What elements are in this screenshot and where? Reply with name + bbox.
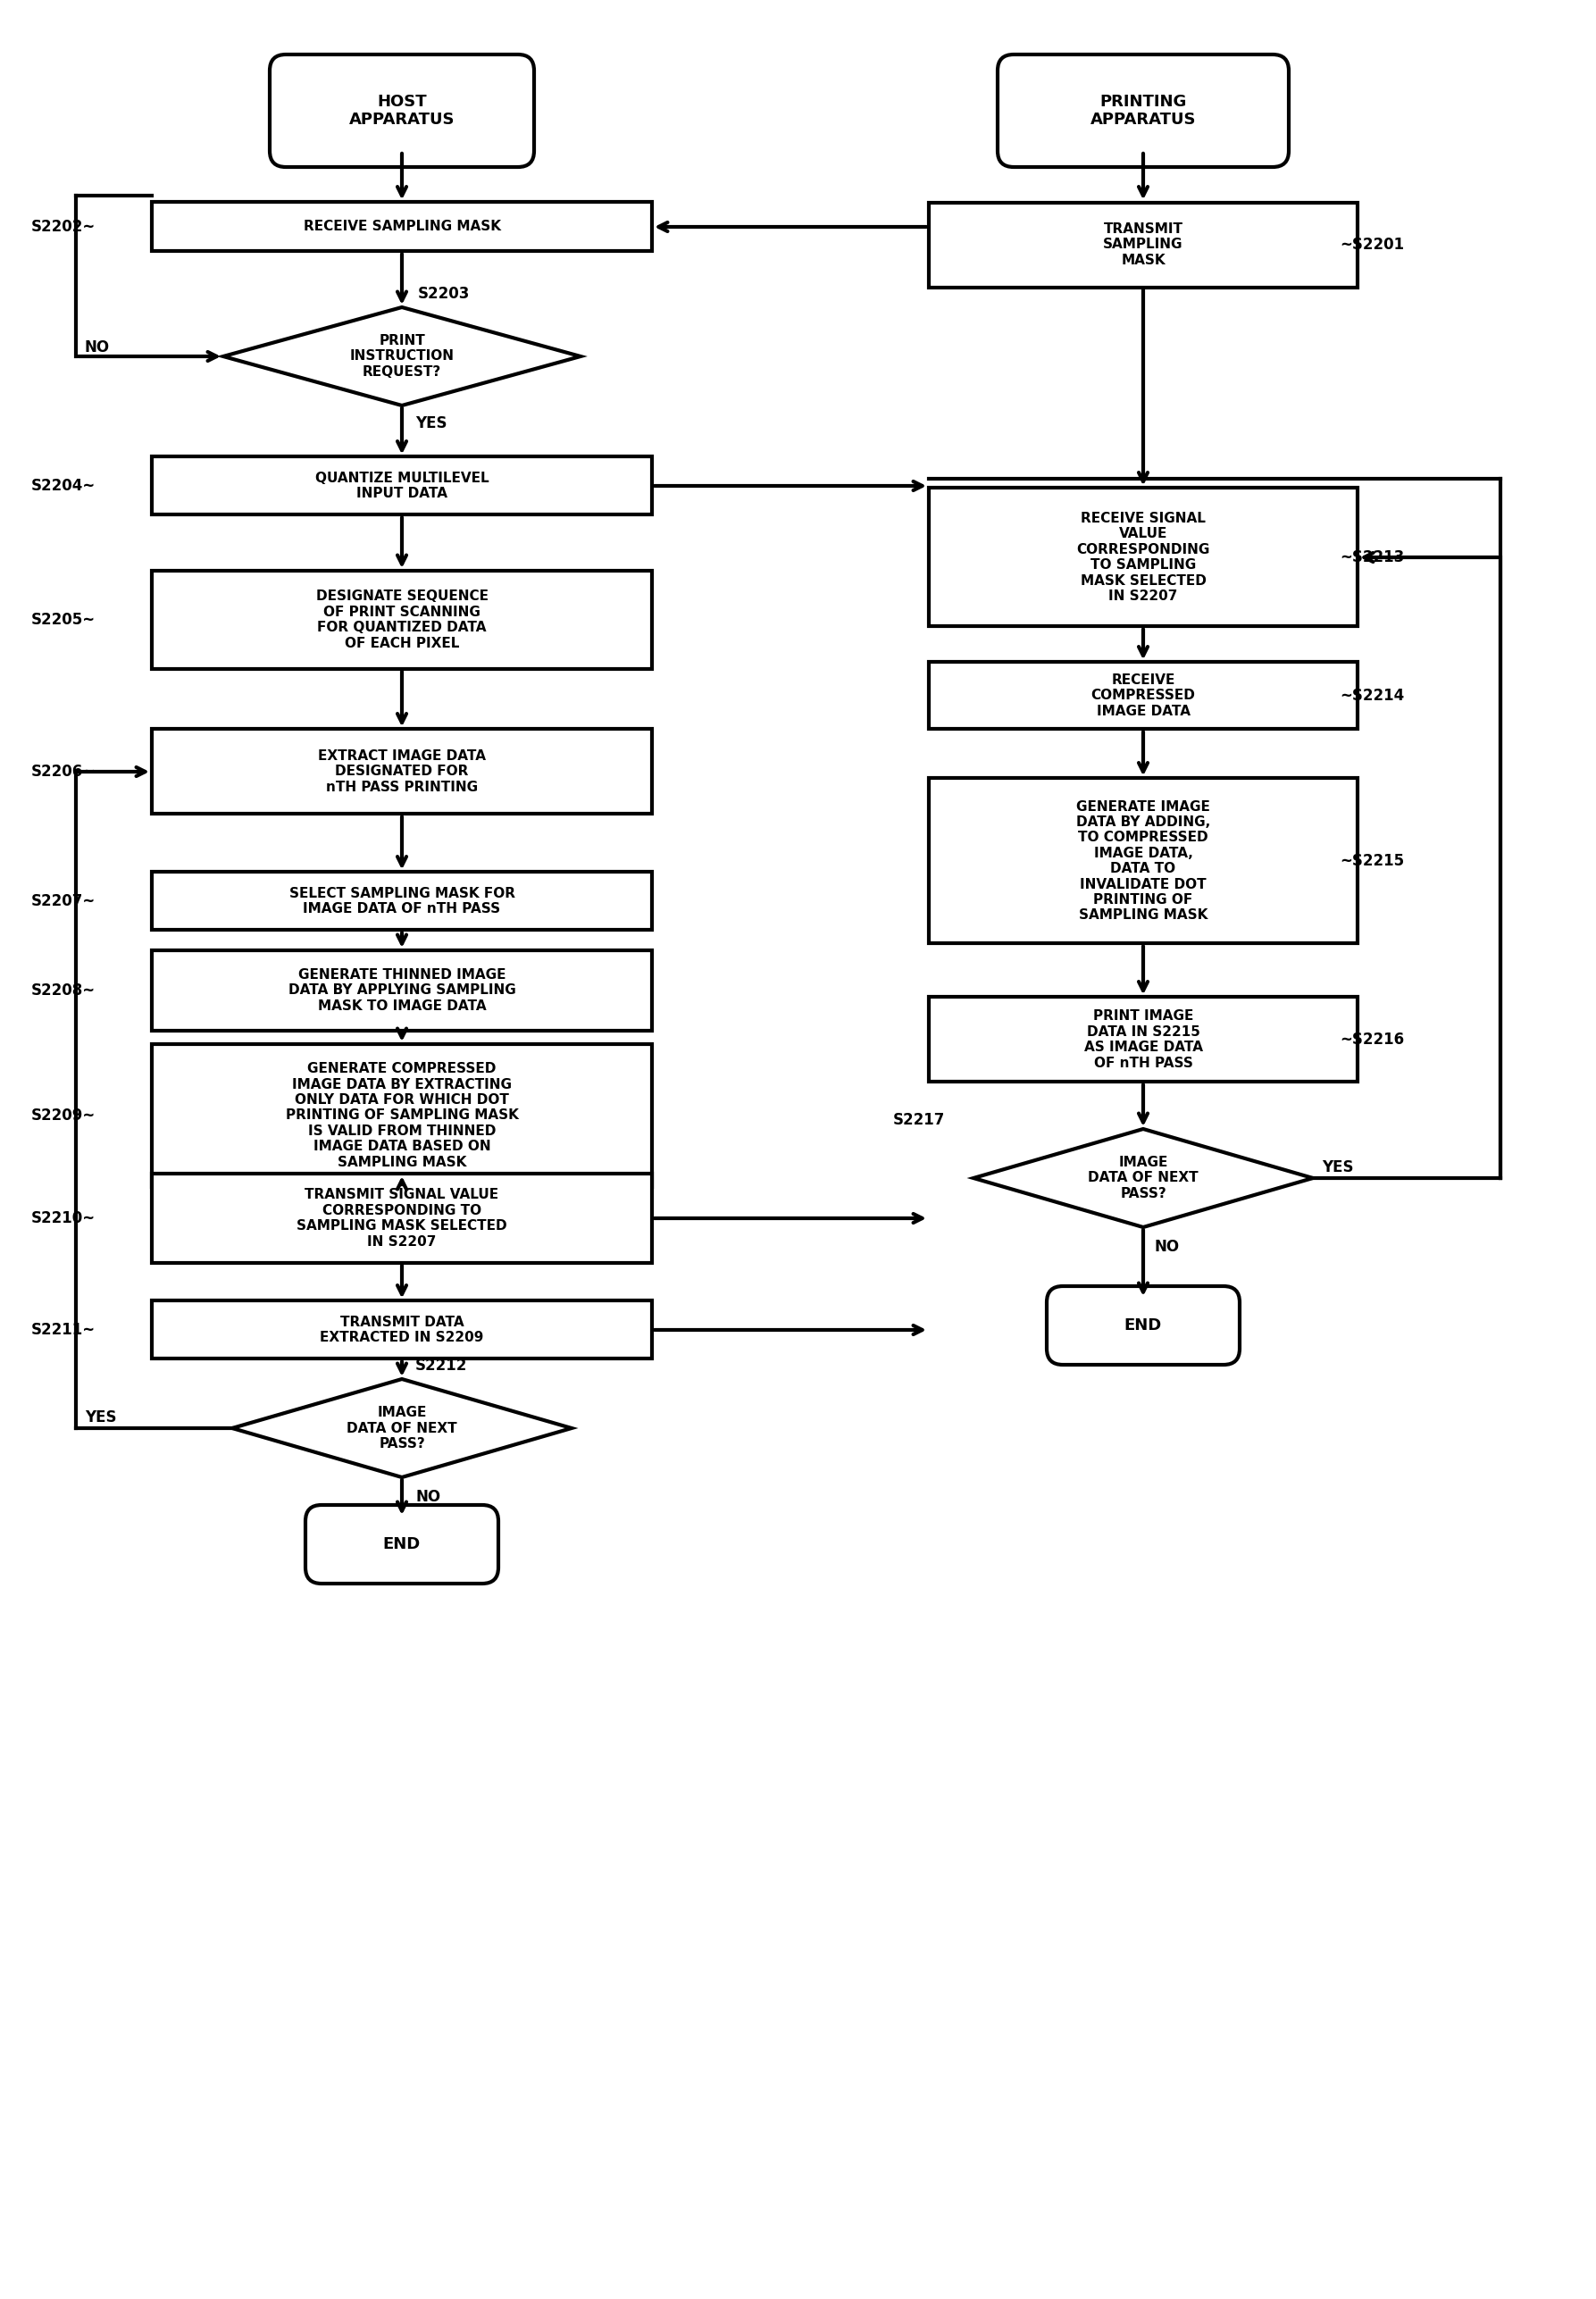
Text: ~S2214: ~S2214 [1339, 687, 1404, 703]
Text: S2217: S2217 [894, 1113, 945, 1129]
FancyBboxPatch shape [152, 949, 653, 1030]
Text: GENERATE THINNED IMAGE
DATA BY APPLYING SAMPLING
MASK TO IMAGE DATA: GENERATE THINNED IMAGE DATA BY APPLYING … [289, 968, 516, 1014]
Text: S2205~: S2205~ [32, 612, 96, 628]
Text: PRINT
INSTRUCTION
REQUEST?: PRINT INSTRUCTION REQUEST? [350, 333, 455, 379]
Text: ~S2213: ~S2213 [1339, 549, 1404, 566]
Text: YES: YES [85, 1409, 117, 1425]
Text: DESIGNATE SEQUENCE
OF PRINT SCANNING
FOR QUANTIZED DATA
OF EACH PIXEL: DESIGNATE SEQUENCE OF PRINT SCANNING FOR… [316, 591, 488, 651]
Polygon shape [223, 308, 581, 405]
FancyBboxPatch shape [305, 1506, 498, 1584]
Text: NO: NO [415, 1490, 440, 1506]
Text: GENERATE IMAGE
DATA BY ADDING,
TO COMPRESSED
IMAGE DATA,
DATA TO
INVALIDATE DOT
: GENERATE IMAGE DATA BY ADDING, TO COMPRE… [1076, 800, 1210, 922]
Text: NO: NO [85, 340, 110, 356]
FancyBboxPatch shape [929, 487, 1358, 628]
Text: NO: NO [1154, 1239, 1179, 1255]
Text: TRANSMIT
SAMPLING
MASK: TRANSMIT SAMPLING MASK [1103, 223, 1183, 267]
Text: RECEIVE
COMPRESSED
IMAGE DATA: RECEIVE COMPRESSED IMAGE DATA [1092, 674, 1195, 717]
Text: S2204~: S2204~ [32, 478, 96, 494]
FancyBboxPatch shape [270, 55, 535, 168]
Text: PRINTING
APPARATUS: PRINTING APPARATUS [1090, 94, 1195, 129]
FancyBboxPatch shape [152, 1044, 653, 1186]
Text: S2212: S2212 [415, 1359, 468, 1375]
Text: RECEIVE SIGNAL
VALUE
CORRESPONDING
TO SAMPLING
MASK SELECTED
IN S2207: RECEIVE SIGNAL VALUE CORRESPONDING TO SA… [1076, 513, 1210, 602]
Text: QUANTIZE MULTILEVEL
INPUT DATA: QUANTIZE MULTILEVEL INPUT DATA [314, 471, 488, 501]
Text: S2207~: S2207~ [32, 894, 96, 908]
FancyBboxPatch shape [929, 662, 1358, 729]
Polygon shape [974, 1129, 1314, 1228]
FancyBboxPatch shape [929, 998, 1358, 1083]
Text: END: END [383, 1536, 421, 1552]
Text: S2202~: S2202~ [32, 218, 96, 234]
FancyBboxPatch shape [998, 55, 1288, 168]
FancyBboxPatch shape [152, 1301, 653, 1359]
Text: S2206~: S2206~ [32, 763, 96, 779]
Text: IMAGE
DATA OF NEXT
PASS?: IMAGE DATA OF NEXT PASS? [1088, 1156, 1199, 1200]
Text: SELECT SAMPLING MASK FOR
IMAGE DATA OF nTH PASS: SELECT SAMPLING MASK FOR IMAGE DATA OF n… [289, 887, 516, 915]
FancyBboxPatch shape [929, 202, 1358, 287]
Text: S2208~: S2208~ [32, 982, 96, 998]
Text: YES: YES [415, 416, 447, 432]
Text: S2209~: S2209~ [32, 1108, 96, 1124]
FancyBboxPatch shape [929, 779, 1358, 943]
FancyBboxPatch shape [152, 202, 653, 251]
Text: END: END [1124, 1317, 1162, 1333]
Text: TRANSMIT DATA
EXTRACTED IN S2209: TRANSMIT DATA EXTRACTED IN S2209 [321, 1315, 484, 1345]
FancyBboxPatch shape [152, 871, 653, 931]
Text: YES: YES [1321, 1159, 1353, 1175]
Text: TRANSMIT SIGNAL VALUE
CORRESPONDING TO
SAMPLING MASK SELECTED
IN S2207: TRANSMIT SIGNAL VALUE CORRESPONDING TO S… [297, 1189, 508, 1248]
Text: ~S2216: ~S2216 [1339, 1032, 1404, 1048]
Text: PRINT IMAGE
DATA IN S2215
AS IMAGE DATA
OF nTH PASS: PRINT IMAGE DATA IN S2215 AS IMAGE DATA … [1084, 1009, 1202, 1069]
FancyBboxPatch shape [1047, 1285, 1240, 1366]
Text: GENERATE COMPRESSED
IMAGE DATA BY EXTRACTING
ONLY DATA FOR WHICH DOT
PRINTING OF: GENERATE COMPRESSED IMAGE DATA BY EXTRAC… [286, 1062, 519, 1168]
Polygon shape [231, 1379, 571, 1478]
FancyBboxPatch shape [152, 729, 653, 814]
Text: IMAGE
DATA OF NEXT
PASS?: IMAGE DATA OF NEXT PASS? [346, 1407, 456, 1451]
Text: S2203: S2203 [418, 285, 471, 301]
Text: RECEIVE SAMPLING MASK: RECEIVE SAMPLING MASK [303, 221, 501, 234]
Text: ~S2201: ~S2201 [1339, 237, 1404, 253]
Text: ~S2215: ~S2215 [1339, 853, 1404, 869]
FancyBboxPatch shape [152, 458, 653, 515]
Text: S2211~: S2211~ [32, 1322, 96, 1338]
Text: HOST
APPARATUS: HOST APPARATUS [350, 94, 455, 129]
FancyBboxPatch shape [152, 570, 653, 669]
FancyBboxPatch shape [152, 1172, 653, 1262]
Text: EXTRACT IMAGE DATA
DESIGNATED FOR
nTH PASS PRINTING: EXTRACT IMAGE DATA DESIGNATED FOR nTH PA… [318, 749, 485, 793]
Text: S2210~: S2210~ [32, 1209, 96, 1225]
